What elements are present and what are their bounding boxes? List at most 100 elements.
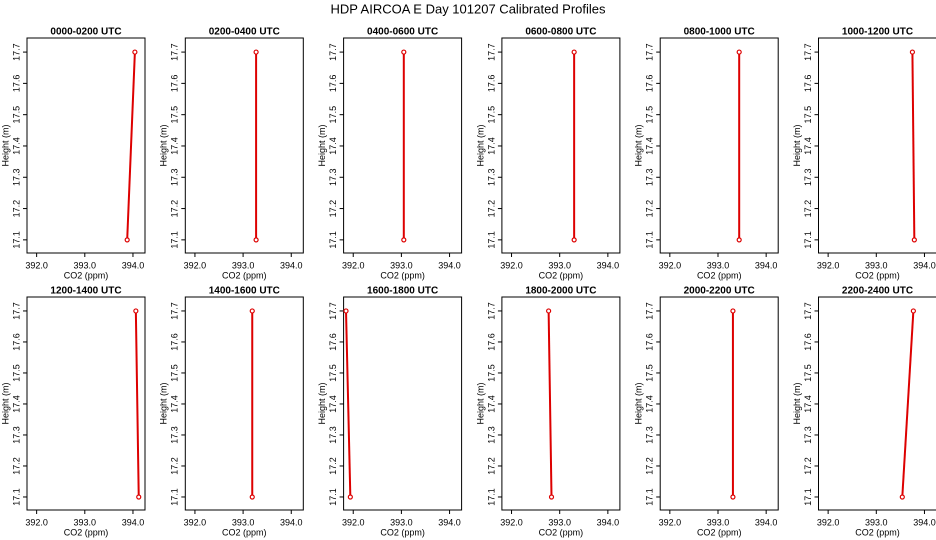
y-tick-label: 17.6: [328, 333, 338, 351]
y-axis-label: Height (m): [475, 382, 485, 424]
x-tick-label: 394.0: [597, 260, 620, 270]
y-tick-label: 17.3: [11, 168, 21, 186]
x-tick-label: 392.0: [25, 260, 48, 270]
y-axis-label: Height (m): [159, 124, 169, 166]
data-point: [730, 308, 736, 314]
x-axis-label: CO2 (ppm): [380, 270, 425, 280]
y-axis-label: Height (m): [0, 124, 10, 166]
y-tick-label: 17.4: [328, 137, 338, 155]
plot-box: [26, 296, 146, 511]
y-tick-label: 17.6: [486, 75, 496, 93]
panel-title: 0000-0200 UTC: [50, 27, 121, 38]
data-point: [253, 49, 259, 55]
x-tick-label: 392.0: [500, 260, 523, 270]
x-axis-label: CO2 (ppm): [64, 527, 109, 537]
x-tick-label: 392.0: [817, 260, 840, 270]
x-tick-label: 393.0: [707, 260, 730, 270]
y-tick-label: 17.5: [11, 106, 21, 124]
data-point: [730, 494, 736, 500]
x-tick-label: 392.0: [25, 517, 48, 527]
plot-box: [818, 296, 936, 511]
y-tick-label: 17.7: [328, 43, 338, 61]
panel-title: 1600-1800 UTC: [367, 286, 438, 297]
y-tick-label: 17.1: [486, 231, 496, 249]
y-tick-label: 17.1: [11, 231, 21, 249]
y-tick-label: 17.5: [486, 364, 496, 382]
x-tick-label: 394.0: [913, 260, 936, 270]
y-axis-label: Height (m): [317, 382, 327, 424]
plot-box: [818, 37, 936, 254]
y-tick-label: 17.7: [328, 302, 338, 320]
profile-line: [126, 52, 136, 240]
y-tick-label: 17.7: [486, 302, 496, 320]
x-axis-label: CO2 (ppm): [222, 527, 267, 537]
data-point: [133, 308, 139, 314]
data-point: [249, 494, 255, 500]
y-tick-label: 17.3: [803, 426, 813, 444]
y-tick-label: 17.5: [328, 106, 338, 124]
x-tick-label: 394.0: [280, 517, 303, 527]
plot-box: [501, 37, 621, 254]
y-tick-label: 17.2: [486, 200, 496, 218]
panel-title: 1000-1200 UTC: [842, 27, 913, 38]
x-tick-label: 392.0: [659, 260, 682, 270]
y-tick-label: 17.4: [11, 137, 21, 155]
y-tick-label: 17.7: [170, 43, 180, 61]
data-point: [910, 308, 916, 314]
x-tick-label: 394.0: [597, 517, 620, 527]
y-tick-label: 17.3: [645, 426, 655, 444]
plot-box: [659, 37, 779, 254]
y-axis-label: Height (m): [792, 382, 802, 424]
y-tick-label: 17.1: [803, 488, 813, 506]
x-tick-label: 394.0: [438, 260, 461, 270]
y-tick-label: 17.1: [486, 488, 496, 506]
profile-line: [547, 310, 553, 497]
y-axis-label: Height (m): [792, 124, 802, 166]
y-tick-label: 17.3: [11, 426, 21, 444]
x-axis-label: CO2 (ppm): [380, 527, 425, 537]
data-point: [401, 237, 407, 243]
y-tick-label: 17.1: [328, 231, 338, 249]
plot-box: [501, 296, 621, 511]
x-tick-label: 393.0: [390, 517, 413, 527]
data-point: [571, 237, 577, 243]
main-title: HDP AIRCOA E Day 101207 Calibrated Profi…: [330, 1, 606, 16]
y-tick-label: 17.4: [645, 137, 655, 155]
data-point: [548, 494, 555, 500]
panel-title: 0400-0600 UTC: [367, 27, 438, 38]
x-tick-label: 393.0: [548, 260, 571, 270]
y-tick-label: 17.6: [645, 75, 655, 93]
x-axis-label: CO2 (ppm): [697, 527, 742, 537]
y-tick-label: 17.5: [803, 106, 813, 124]
plot-box: [343, 296, 463, 511]
y-tick-label: 17.4: [803, 395, 813, 413]
y-tick-label: 17.2: [486, 457, 496, 475]
panel-title: 0800-1000 UTC: [684, 27, 755, 38]
panel-title: 1400-1600 UTC: [209, 286, 280, 297]
x-tick-label: 392.0: [184, 260, 207, 270]
data-point: [571, 49, 577, 55]
panel-title: 0200-0400 UTC: [209, 27, 280, 38]
profile-line: [134, 310, 140, 497]
x-tick-label: 393.0: [232, 260, 255, 270]
y-axis-label: Height (m): [634, 382, 644, 424]
x-axis-label: CO2 (ppm): [64, 270, 109, 280]
y-tick-label: 17.2: [645, 457, 655, 475]
y-tick-label: 17.2: [11, 457, 21, 475]
x-tick-label: 392.0: [659, 517, 682, 527]
y-tick-label: 17.1: [645, 231, 655, 249]
data-point: [253, 237, 259, 243]
y-axis-label: Height (m): [0, 382, 10, 424]
y-tick-label: 17.7: [486, 43, 496, 61]
y-tick-label: 17.1: [170, 231, 180, 249]
y-tick-label: 17.3: [486, 168, 496, 186]
x-tick-label: 392.0: [817, 517, 840, 527]
x-tick-label: 394.0: [755, 517, 778, 527]
data-point: [546, 308, 552, 314]
y-tick-label: 17.4: [645, 395, 655, 413]
y-tick-label: 17.4: [11, 395, 21, 413]
y-tick-label: 17.7: [803, 43, 813, 61]
y-tick-label: 17.5: [645, 106, 655, 124]
data-point: [132, 49, 138, 55]
